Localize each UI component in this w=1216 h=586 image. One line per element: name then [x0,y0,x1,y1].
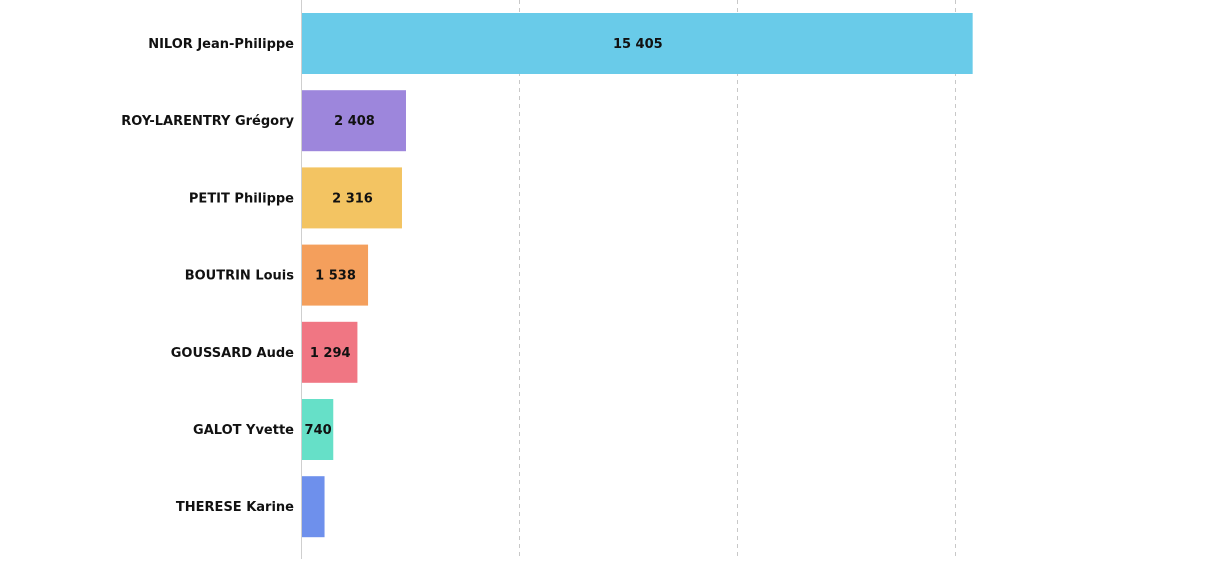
category-label-3: PETIT Philippe [189,191,294,206]
bar-1[interactable] [302,13,973,74]
bar-4[interactable] [302,244,369,306]
category-label-4: BOUTRIN Louis [185,269,295,284]
category-label-1: NILOR Jean-Philippe [148,37,294,52]
category-label-7: THERESE Karine [176,500,294,515]
bar-7[interactable] [302,476,325,538]
bars [302,13,973,538]
value-labels: 15 405 2 408 2 316 1 538 1 294 740 [305,37,663,438]
bar-2[interactable] [302,90,406,152]
value-label-3: 2 316 [332,191,373,206]
bar-5[interactable] [302,321,358,383]
category-label-2: ROY-LARENTRY Grégory [121,114,294,129]
value-label-2: 2 408 [334,114,375,129]
value-label-5: 1 294 [310,346,351,361]
category-label-5: GOUSSARD Aude [171,346,294,361]
bar-6[interactable] [302,399,334,460]
value-label-1: 15 405 [613,37,663,52]
category-labels: NILOR Jean-Philippe ROY-LARENTRY Grégory P… [121,37,294,515]
bar-3[interactable] [302,167,402,229]
gridlines [519,0,956,559]
value-label-6: 740 [305,423,332,438]
category-label-6: GALOT Yvette [193,423,294,438]
value-label-4: 1 538 [315,269,356,284]
